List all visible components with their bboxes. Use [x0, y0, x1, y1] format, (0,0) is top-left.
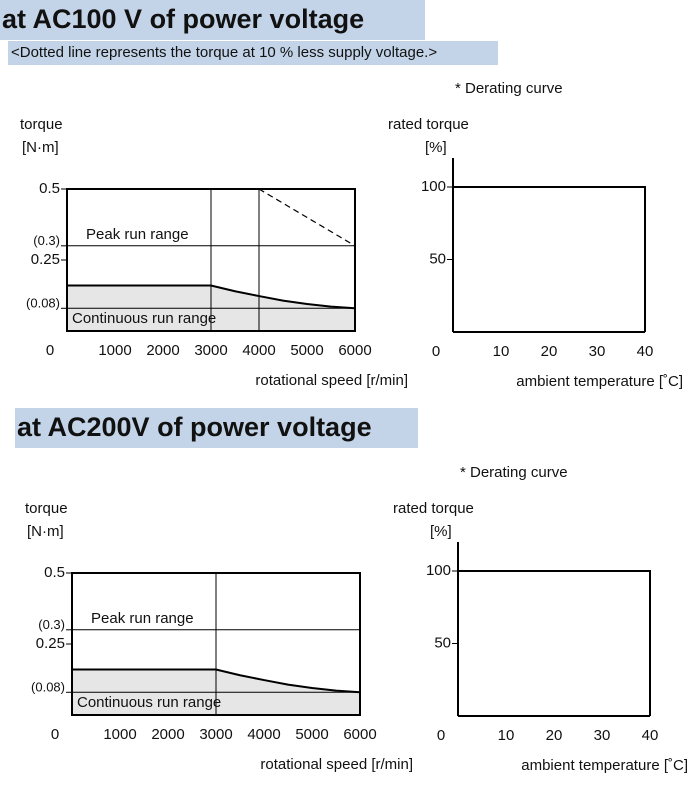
y-tick-label: (0.08) [31, 680, 65, 695]
x-tick-label: 30 [589, 343, 606, 360]
x-axis-label: rotational speed [r/min] [260, 756, 413, 773]
y-tick-label: (0.3) [38, 617, 65, 632]
region-label: Continuous run range [72, 310, 216, 327]
x-tick-label: 4000 [242, 342, 275, 359]
series-line [72, 668, 361, 694]
y-tick-label: 0.25 [36, 635, 65, 652]
series-line [258, 188, 356, 247]
y-axis-unit: [N·m] [22, 139, 59, 156]
note: <Dotted line represents the torque at 10… [11, 44, 437, 61]
x-tick-label: 4000 [247, 726, 280, 743]
y-tick-label: 0.5 [39, 180, 60, 197]
heading-band [0, 0, 425, 40]
x-tick-label: 6000 [338, 342, 371, 359]
series-line [453, 186, 646, 332]
x-tick-label: 0 [51, 726, 59, 743]
chart-note: * Derating curve [455, 80, 563, 97]
x-tick-label: 30 [594, 727, 611, 744]
x-tick-label: 6000 [343, 726, 376, 743]
x-tick-label: 0 [432, 343, 440, 360]
y-axis-label: torque [20, 116, 63, 133]
y-tick-label: 50 [429, 250, 446, 267]
y-tick-label: 100 [421, 178, 446, 195]
x-tick-label: 1000 [98, 342, 131, 359]
x-tick-label: 5000 [295, 726, 328, 743]
region-label: Peak run range [91, 610, 194, 627]
y-axis-label: torque [25, 500, 68, 517]
y-tick-label: 100 [426, 562, 451, 579]
y-axis-unit: [N·m] [27, 523, 64, 540]
y-axis-unit: [%] [425, 139, 447, 156]
note-band [8, 41, 498, 65]
x-tick-label: 5000 [290, 342, 323, 359]
y-axis-unit: [%] [430, 523, 452, 540]
x-axis-label: rotational speed [r/min] [255, 372, 408, 389]
chart-note: * Derating curve [460, 464, 568, 481]
y-tick-label: (0.3) [33, 233, 60, 248]
y-tick-label: 50 [434, 634, 451, 651]
x-tick-label: 0 [437, 727, 445, 744]
x-tick-label: 2000 [146, 342, 179, 359]
series-line [67, 284, 356, 310]
heading: at AC200V of power voltage [17, 412, 372, 442]
x-axis-label: ambient temperature [˚C] [516, 373, 683, 390]
y-tick-label: 0.25 [31, 251, 60, 268]
region-label: Peak run range [86, 226, 189, 243]
x-tick-label: 10 [493, 343, 510, 360]
region-label: Continuous run range [77, 694, 221, 711]
x-tick-label: 40 [642, 727, 659, 744]
y-tick-label: (0.08) [26, 296, 60, 311]
y-axis-label: rated torque [388, 116, 469, 133]
x-tick-label: 0 [46, 342, 54, 359]
x-axis-label: ambient temperature [˚C] [521, 757, 688, 774]
series-line [458, 570, 651, 716]
x-tick-label: 10 [498, 727, 515, 744]
heading: at AC100 V of power voltage [2, 4, 364, 34]
x-tick-label: 3000 [199, 726, 232, 743]
heading-band [15, 408, 418, 448]
x-tick-label: 20 [546, 727, 563, 744]
y-axis-label: rated torque [393, 500, 474, 517]
y-tick-label: 0.5 [44, 564, 65, 581]
x-tick-label: 2000 [151, 726, 184, 743]
x-tick-label: 20 [541, 343, 558, 360]
x-tick-label: 3000 [194, 342, 227, 359]
x-tick-label: 40 [637, 343, 654, 360]
x-tick-label: 1000 [103, 726, 136, 743]
